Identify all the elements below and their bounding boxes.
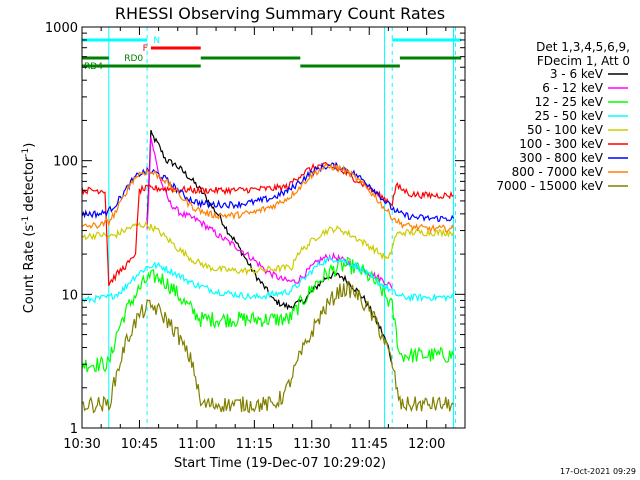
legend-header-line-2: FDecim 1, Att 0 bbox=[537, 54, 630, 68]
y-axis-label-exp1: -1 bbox=[21, 216, 31, 225]
x-tick-label: 11:15 bbox=[236, 437, 273, 452]
series-line-4 bbox=[81, 220, 455, 276]
y-axis-label-exp2: -1 bbox=[21, 148, 31, 157]
x-tick-label: 12:00 bbox=[408, 437, 445, 452]
legend: Det 1,3,4,5,6,9, FDecim 1, Att 0 3 - 6 k… bbox=[496, 40, 630, 193]
legend-label-3: 25 - 50 keV bbox=[535, 109, 604, 123]
legend-label-1: 6 - 12 keV bbox=[542, 81, 604, 95]
flag-label-2: RD0 bbox=[124, 54, 143, 64]
legend-label-7: 800 - 7000 keV bbox=[512, 165, 604, 179]
legend-label-0: 3 - 6 keV bbox=[550, 67, 604, 81]
footer-date: 17-Oct-2021 09:29 bbox=[560, 467, 636, 476]
series-line-6 bbox=[81, 161, 455, 223]
legend-label-8: 7000 - 15000 keV bbox=[496, 179, 603, 193]
y-axis-label-end: ) bbox=[22, 143, 37, 148]
flag-label-0: N bbox=[153, 36, 160, 46]
legend-label-5: 100 - 300 keV bbox=[519, 137, 603, 151]
series-line-8 bbox=[81, 281, 454, 414]
series-line-5 bbox=[81, 161, 454, 287]
x-axis-label: Start Time (19-Dec-07 10:29:02) bbox=[174, 456, 386, 471]
flag-label-1: F bbox=[143, 44, 148, 54]
legend-label-6: 300 - 800 keV bbox=[519, 151, 603, 165]
y-tick-label: 1000 bbox=[45, 21, 78, 36]
legend-header-line-1: Det 1,3,4,5,6,9, bbox=[536, 40, 630, 54]
x-axis: 10:30 10:45 11:00 11:15 11:30 11:45 12:00 bbox=[63, 27, 466, 452]
x-tick-label: 11:00 bbox=[178, 437, 215, 452]
y-tick-label: 10 bbox=[61, 288, 78, 303]
series-line-7 bbox=[81, 163, 455, 234]
legend-label-4: 50 - 100 keV bbox=[527, 123, 604, 137]
x-tick-label: 10:45 bbox=[121, 437, 158, 452]
y-tick-label: 100 bbox=[53, 155, 78, 170]
x-tick-label: 11:30 bbox=[293, 437, 330, 452]
series-line-3 bbox=[81, 255, 455, 304]
y-axis-label-main: Count Rate (s bbox=[22, 225, 37, 314]
flag-label-3: RD4 bbox=[84, 62, 103, 72]
legend-label-2: 12 - 25 keV bbox=[535, 95, 604, 109]
series-line-1 bbox=[146, 137, 393, 290]
y-axis: 1 10 100 1000 bbox=[45, 21, 465, 437]
series-line-2 bbox=[81, 256, 455, 373]
chart-title: RHESSI Observing Summary Count Rates bbox=[115, 4, 445, 23]
x-tick-label: 11:45 bbox=[351, 437, 388, 452]
y-axis-label: Count Rate (s-1 detector-1) bbox=[21, 143, 37, 314]
y-axis-label-mid: detector bbox=[22, 156, 37, 216]
y-tick-label: 1 bbox=[70, 422, 78, 437]
x-tick-label: 10:30 bbox=[63, 437, 100, 452]
